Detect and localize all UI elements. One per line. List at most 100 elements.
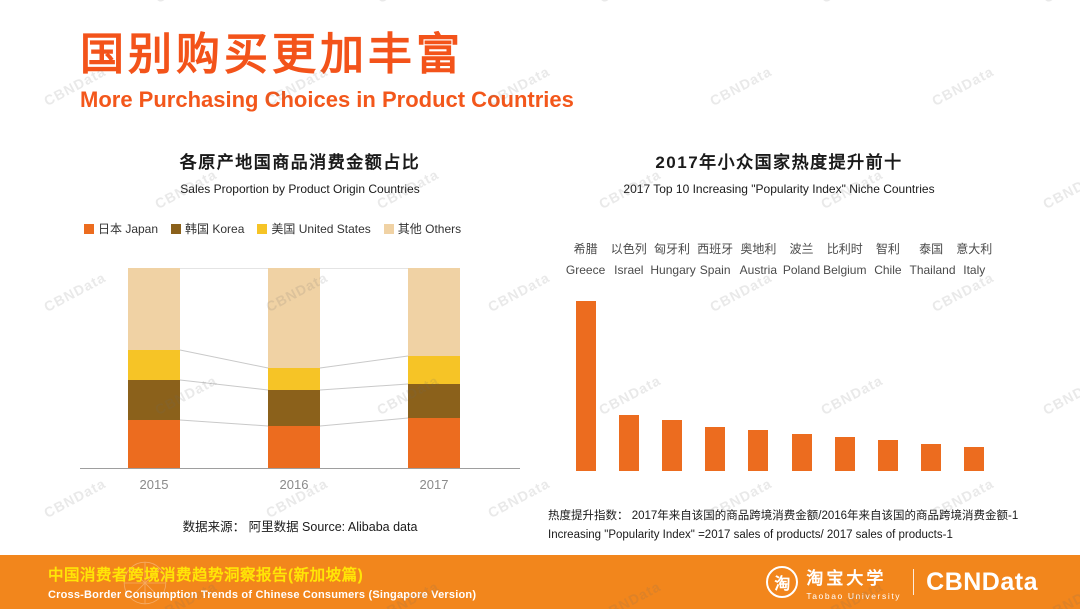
niche-countries-chart: 2017年小众国家热度提升前十 2017 Top 10 Increasing "… — [548, 148, 1010, 498]
country-label-en: Poland — [782, 263, 821, 277]
right-chart-subtitle: 2017 Top 10 Increasing "Popularity Index… — [623, 182, 935, 196]
watermark-text: CBNData — [818, 0, 885, 6]
footer: 中国消费者跨境消费趋势洞察报告(新加坡篇) Cross-Border Consu… — [0, 555, 1080, 609]
country-label-cn: 泰国 — [919, 242, 944, 256]
header: 国别购买更加丰富 More Purchasing Choices in Prod… — [80, 30, 574, 113]
watermark-text: CBNData — [707, 63, 775, 109]
country-label-en: Greece — [565, 263, 606, 277]
slide-title: 国别购买更加丰富 — [80, 30, 464, 79]
bar-segment — [128, 380, 180, 420]
bar-wrap — [953, 289, 996, 471]
niche-column-israel: 以色列 Israel — [607, 240, 650, 471]
niche-column-italy: 意大利 Italy — [953, 240, 996, 471]
niche-column-greece: 希腊 Greece — [564, 240, 607, 471]
watermark-text: CBNData — [1040, 372, 1080, 418]
connector-line — [319, 355, 409, 369]
niche-bar-belgium — [834, 437, 855, 471]
bar-segment — [408, 418, 460, 468]
bar-segment — [408, 356, 460, 384]
niche-column-poland: 波兰 Poland — [780, 240, 823, 471]
bar-wrap — [650, 289, 693, 471]
bar-wrap — [866, 289, 909, 471]
bar-segment — [128, 420, 180, 468]
niche-bar-chile — [877, 440, 898, 471]
stacked-bar-2016 — [268, 268, 320, 468]
niche-bar-spain — [705, 427, 726, 471]
legend-item: 韩国 Korea — [171, 220, 244, 237]
bar-segment — [268, 390, 320, 426]
legend-item: 日本 Japan — [84, 220, 158, 237]
legend-swatch — [171, 223, 182, 234]
stacked-bar-2017 — [408, 268, 460, 468]
niche-column-belgium: 比利时 Belgium — [823, 240, 866, 471]
country-label-en: Belgium — [823, 263, 867, 277]
bar-wrap — [607, 289, 650, 471]
niche-bar-italy — [964, 447, 985, 471]
bar-wrap — [694, 289, 737, 471]
connector-line — [319, 383, 409, 391]
report-title-group: 中国消费者跨境消费趋势洞察报告(新加坡篇) Cross-Border Consu… — [48, 563, 476, 601]
taobao-logo-icon: 淘 — [766, 566, 799, 598]
niche-bar-israel — [618, 415, 639, 471]
legend-label: 美国 United States — [271, 222, 371, 236]
x-axis-labels: 2015 2016 2017 — [80, 477, 520, 493]
country-label-cn: 波兰 — [789, 242, 814, 256]
watermark-text: CBNData — [596, 0, 663, 6]
footnote-line-1: 热度提升指数： 2017年来自该国的商品跨境消费金额/2016年来自该国的商品跨… — [548, 510, 1019, 522]
year-label: 2015 — [139, 477, 169, 492]
connector-line — [179, 419, 269, 427]
country-label-en: Hungary — [650, 263, 696, 277]
country-label-cn: 奥地利 — [740, 242, 777, 256]
report-title-cn: 中国消费者跨境消费趋势洞察报告(新加坡篇) — [48, 567, 364, 584]
left-chart-title: 各原产地国商品消费金额占比 — [179, 153, 421, 172]
niche-bar-austria — [748, 430, 769, 471]
bar-segment — [408, 384, 460, 418]
watermark-text: CBNData — [1040, 0, 1080, 6]
taobao-university-cn: 淘宝大学 — [806, 568, 887, 588]
connector-line — [179, 379, 269, 391]
bar-wrap — [823, 289, 866, 471]
year-label: 2016 — [279, 477, 309, 492]
right-chart-footnote: 热度提升指数： 2017年来自该国的商品跨境消费金额/2016年来自该国的商品跨… — [548, 507, 1078, 545]
country-label-cn: 西班牙 — [697, 242, 734, 256]
country-label-en: Chile — [874, 263, 902, 277]
ferris-wheel-decoration — [123, 561, 167, 605]
country-label-cn: 希腊 — [573, 242, 598, 256]
left-chart-source: 数据来源： 阿里数据 Source: Alibaba data — [182, 520, 418, 534]
watermark-text: CBNData — [929, 63, 997, 109]
watermark-text: CBNData — [152, 0, 219, 6]
niche-column-hungary: 匈牙利 Hungary — [650, 240, 696, 471]
legend-label: 日本 Japan — [98, 222, 159, 236]
taobao-university-label: 淘宝大学 Taobao University — [806, 564, 901, 601]
country-label-en: Spain — [699, 263, 731, 277]
country-label-cn: 匈牙利 — [653, 242, 690, 256]
bar-segment — [128, 350, 180, 380]
legend-label: 其他 Others — [397, 222, 462, 236]
origin-proportion-chart: 各原产地国商品消费金额占比 Sales Proportion by Produc… — [80, 148, 520, 498]
country-label-en: Austria — [739, 263, 778, 277]
year-label: 2017 — [419, 477, 449, 492]
legend-label: 韩国 Korea — [185, 222, 245, 236]
stacked-bar-plot-area — [80, 268, 520, 469]
bar-segment — [268, 426, 320, 468]
country-label-cn: 意大利 — [956, 242, 993, 256]
country-label-cn: 以色列 — [610, 242, 647, 256]
footer-divider — [913, 569, 915, 595]
bar-segment — [268, 368, 320, 390]
taobao-university-en: Taobao University — [806, 590, 902, 601]
connector-line — [179, 349, 269, 369]
footer-brand-group: 淘 淘宝大学 Taobao University CBNData — [766, 555, 1038, 609]
bar-wrap — [910, 289, 953, 471]
legend-swatch — [257, 223, 268, 234]
niche-column-chile: 智利 Chile — [866, 240, 909, 471]
country-label-cn: 智利 — [875, 242, 900, 256]
niche-column-spain: 西班牙 Spain — [694, 240, 737, 471]
footnote-line-2: Increasing "Popularity Index" =2017 sale… — [548, 529, 953, 541]
country-label-cn: 比利时 — [826, 242, 863, 256]
niche-column-austria: 奥地利 Austria — [737, 240, 780, 471]
stacked-bar-2015 — [128, 268, 180, 468]
bar-segment — [408, 268, 460, 356]
watermark-text: CBNData — [1040, 166, 1080, 212]
niche-column-thailand: 泰国 Thailand — [910, 240, 956, 471]
